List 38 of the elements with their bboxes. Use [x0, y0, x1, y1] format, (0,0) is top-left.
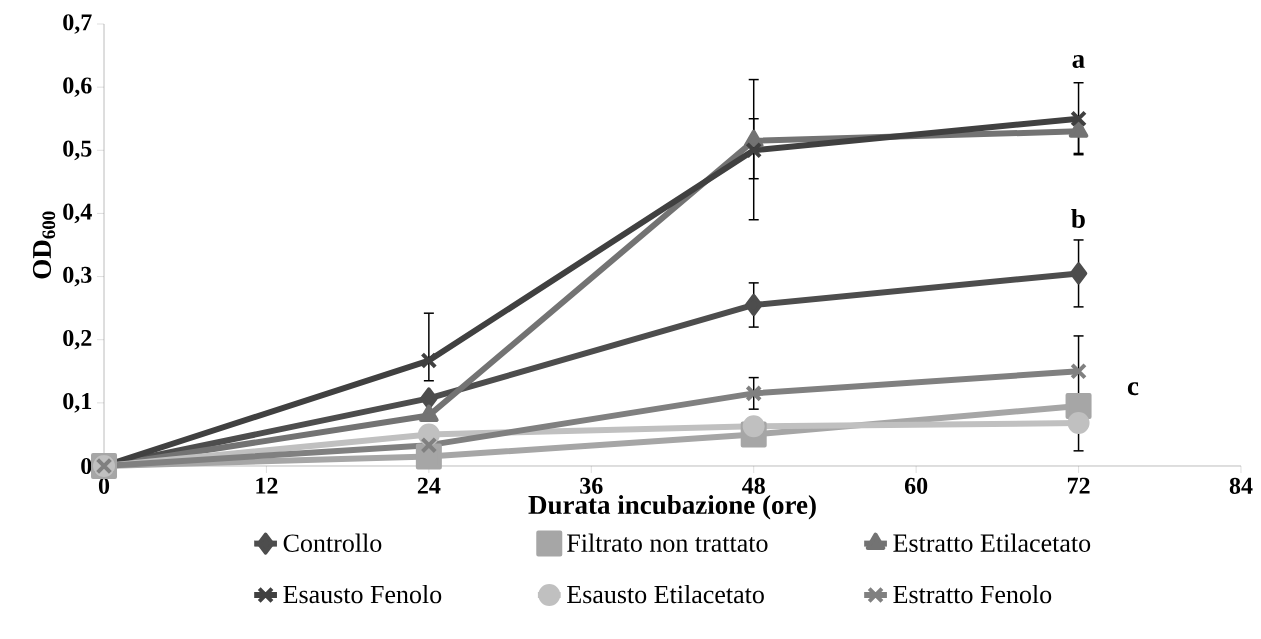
x-tick-label: 84 [1229, 477, 1253, 494]
x-tick-label: 48 [742, 477, 765, 494]
y-tick-label: 0,6 [63, 77, 92, 97]
x-tick-label: 24 [417, 477, 441, 494]
point [1068, 120, 1089, 138]
x-tick-label: 72 [1067, 477, 1090, 494]
y-axis-title: OD$_{600}$ [32, 211, 56, 279]
point [1070, 362, 1087, 380]
annotation: b [1071, 208, 1085, 228]
point [420, 387, 438, 410]
point [744, 293, 763, 316]
point [1067, 412, 1090, 435]
point [420, 352, 438, 369]
annotation: c [1127, 382, 1139, 396]
legend-label: Esausto Etilacetato [567, 584, 764, 604]
y-tick-label: 0,1 [63, 393, 92, 413]
point [420, 436, 438, 454]
x-tick-label: 60 [904, 477, 928, 494]
x-tick-label: 12 [256, 477, 278, 494]
annotation: a [1072, 55, 1085, 69]
legend-label: Estratto Fenolo [893, 584, 1052, 604]
legend-label: Estratto Etilacetato [893, 533, 1091, 552]
point [742, 415, 765, 438]
y-tick-label: 0,5 [63, 140, 92, 161]
y-tick-label: 0 [81, 457, 92, 475]
y-tick-label: 0,4 [63, 203, 92, 224]
point [745, 385, 763, 402]
point [1069, 262, 1088, 285]
legend-label: Filtrato non trattato [567, 533, 768, 552]
legend-label: Esausto Fenolo [283, 584, 442, 604]
x-axis-title: Durata incubazione (ore) [528, 495, 816, 520]
y-tick-label: 0,2 [63, 329, 92, 350]
legend-label: Controllo [283, 533, 382, 552]
y-tick-label: 0,7 [63, 14, 92, 34]
point [745, 141, 763, 159]
point [1070, 110, 1087, 128]
x-tick-label: 36 [580, 477, 603, 494]
y-tick-label: 0,3 [63, 266, 92, 287]
